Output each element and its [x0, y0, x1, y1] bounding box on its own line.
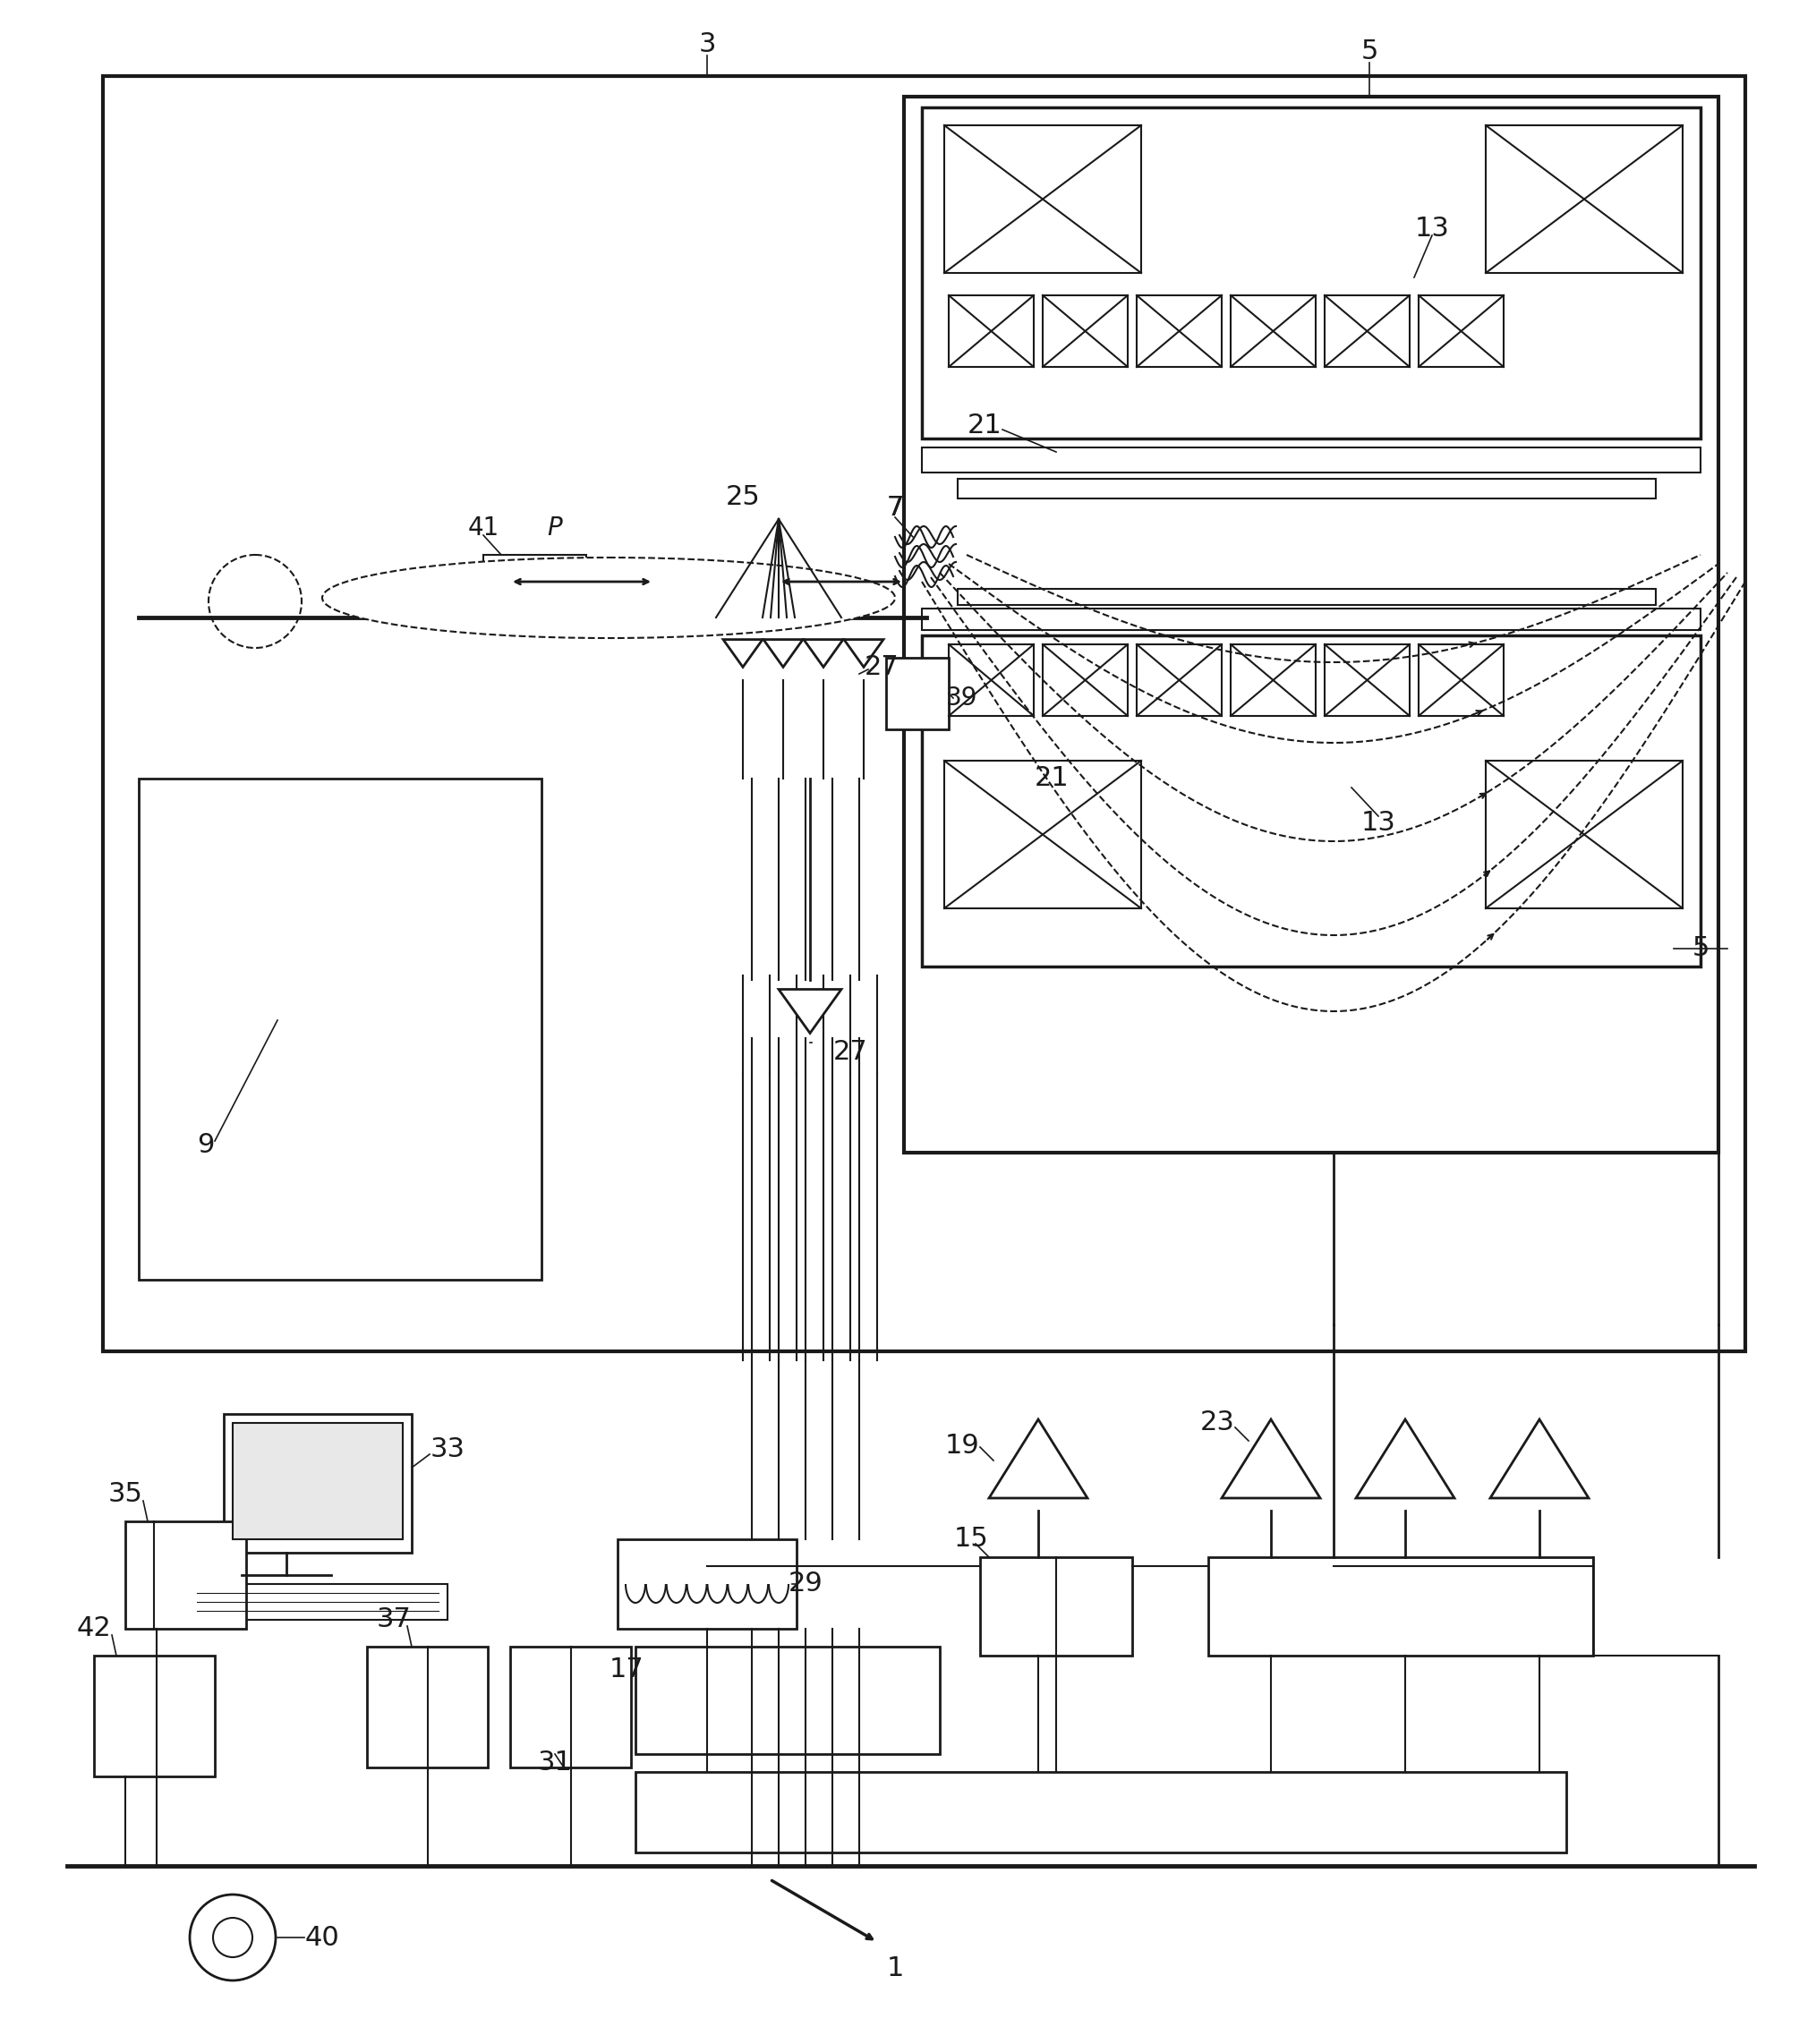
Bar	[886, 658, 948, 730]
Text: 33: 33	[430, 1437, 465, 1464]
Bar	[944, 760, 1140, 908]
Bar	[1231, 644, 1315, 715]
Bar	[1485, 125, 1683, 274]
Bar	[223, 1414, 412, 1553]
Text: 23: 23	[1200, 1410, 1235, 1435]
Bar	[617, 1539, 797, 1629]
Bar	[1485, 760, 1683, 908]
Polygon shape	[844, 640, 883, 666]
Text: 13: 13	[1415, 215, 1449, 241]
Bar	[1137, 644, 1222, 715]
Bar	[510, 1647, 630, 1768]
Bar	[948, 644, 1033, 715]
Bar	[1324, 294, 1409, 368]
Polygon shape	[1222, 1419, 1320, 1498]
Polygon shape	[1357, 1419, 1455, 1498]
Bar	[125, 1521, 247, 1629]
Polygon shape	[779, 989, 841, 1032]
Polygon shape	[1491, 1419, 1589, 1498]
Text: 25: 25	[726, 484, 761, 509]
Text: 29: 29	[788, 1572, 823, 1596]
Text: 42: 42	[76, 1615, 111, 1641]
Text: 7: 7	[886, 495, 904, 521]
Bar	[944, 125, 1140, 274]
Text: 17: 17	[608, 1656, 645, 1682]
Text: 27: 27	[864, 654, 899, 681]
Bar	[1418, 644, 1504, 715]
Polygon shape	[723, 640, 763, 666]
Text: 15: 15	[953, 1527, 988, 1551]
Text: 21: 21	[968, 413, 1002, 437]
Text: 7: 7	[886, 495, 904, 521]
Bar	[1042, 644, 1128, 715]
Text: 19: 19	[944, 1433, 979, 1457]
Text: 27: 27	[834, 1038, 868, 1065]
Bar	[957, 478, 1656, 499]
Text: 35: 35	[107, 1482, 143, 1508]
Text: 5: 5	[1693, 936, 1709, 961]
Bar	[232, 1423, 403, 1539]
Text: 39: 39	[946, 685, 979, 711]
Bar	[636, 1772, 1565, 1852]
Bar	[1137, 294, 1222, 368]
Bar	[948, 294, 1033, 368]
Bar	[904, 96, 1718, 1153]
Text: 37: 37	[376, 1607, 410, 1633]
Bar	[104, 76, 1745, 1351]
Bar	[1208, 1558, 1593, 1656]
Bar	[981, 1558, 1131, 1656]
Bar	[1231, 294, 1315, 368]
Bar	[957, 589, 1656, 605]
Bar	[187, 1584, 447, 1619]
Bar	[636, 1647, 939, 1754]
Polygon shape	[763, 640, 803, 666]
Text: P: P	[547, 515, 563, 540]
Bar	[923, 609, 1700, 630]
Text: 5: 5	[1360, 39, 1378, 65]
Text: 1: 1	[886, 1956, 904, 1983]
Bar	[923, 448, 1700, 472]
Text: 41: 41	[467, 515, 499, 540]
Text: 40: 40	[305, 1925, 340, 1950]
Text: 3: 3	[699, 33, 716, 57]
Ellipse shape	[321, 558, 895, 638]
Bar	[483, 554, 587, 617]
Text: 21: 21	[1035, 766, 1070, 791]
Polygon shape	[804, 640, 843, 666]
Bar	[367, 1647, 489, 1768]
Bar	[94, 1656, 214, 1776]
Bar	[1042, 294, 1128, 368]
Bar	[923, 108, 1700, 439]
Text: 9: 9	[198, 1132, 214, 1159]
Text: 13: 13	[1360, 809, 1397, 836]
Polygon shape	[990, 1419, 1088, 1498]
Bar	[923, 636, 1700, 967]
Text: 31: 31	[538, 1750, 572, 1776]
Bar	[1418, 294, 1504, 368]
Bar	[1324, 644, 1409, 715]
Bar	[138, 779, 541, 1280]
